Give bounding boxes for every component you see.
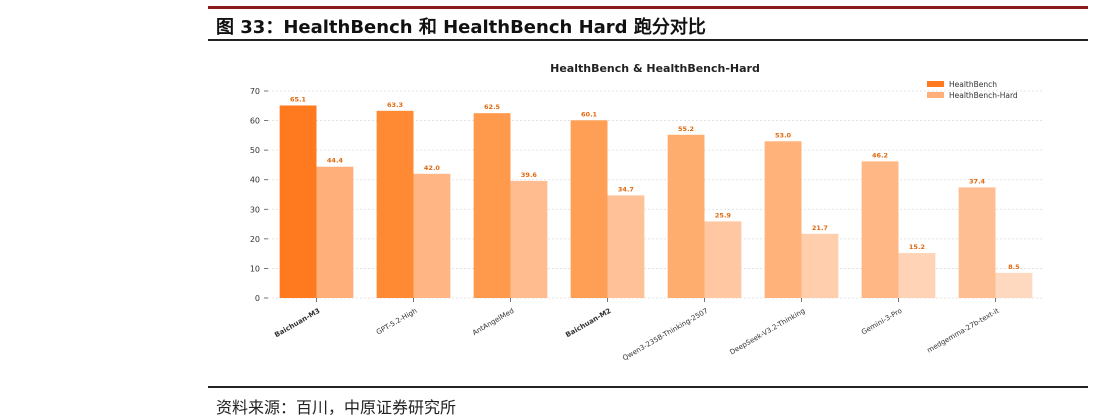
x-tick-label: Baichuan-M2	[564, 307, 612, 340]
healthbench-hard-bar	[607, 195, 645, 298]
x-tick-label: GPT-5.2-High	[375, 307, 418, 337]
y-tick-label: 20	[250, 235, 260, 244]
healthbench-bar	[376, 110, 414, 298]
data-label: 34.7	[618, 185, 634, 193]
y-tick-label: 40	[250, 176, 260, 185]
bars: 65.1 44.4 63.3 42.0 62.5 39.6 60.1 34.7 55.2 25.9…	[279, 95, 1033, 298]
chart-title: HealthBench & HealthBench-Hard	[550, 62, 760, 75]
healthbench-bar-chart: HealthBench & HealthBench-Hard 0 10 20 30 40…	[250, 62, 1044, 363]
data-label: 55.2	[678, 125, 694, 133]
healthbench-bar	[279, 105, 317, 298]
data-label: 25.9	[715, 211, 732, 219]
legend-label: HealthBench-Hard	[949, 91, 1018, 100]
data-label: 46.2	[872, 151, 888, 159]
bottom-divider	[208, 386, 1088, 388]
y-tick-label: 60	[250, 117, 260, 126]
data-label: 39.6	[521, 171, 538, 179]
data-label: 53.0	[775, 131, 792, 139]
healthbench-bar	[958, 187, 996, 298]
legend-label: HealthBench	[949, 80, 997, 89]
data-label: 8.5	[1008, 263, 1020, 271]
data-label: 42.0	[424, 164, 441, 172]
data-label: 44.4	[327, 157, 344, 165]
figure-title: 图 33：HealthBench 和 HealthBench Hard 跑分对比	[216, 17, 706, 38]
healthbench-bar	[667, 134, 705, 298]
healthbench-hard-bar	[898, 253, 936, 298]
x-axis: Baichuan-M3 GPT-5.2-High AntAngelMed Baichu…	[273, 298, 1001, 363]
y-tick-label: 50	[250, 146, 260, 155]
y-axis: 0 10 20 30 40 50 60 70	[250, 87, 268, 303]
healthbench-bar	[570, 120, 608, 298]
top-accent-rule	[208, 6, 1088, 9]
x-tick-label: Qwen3-235B-Thinking-2507	[621, 307, 709, 363]
healthbench-hard-bar	[413, 173, 451, 298]
legend-swatch	[927, 81, 944, 87]
source-note: 资料来源：百川，中原证券研究所	[216, 398, 457, 417]
x-tick-label: DeepSeek-V3.2-Thinking	[728, 307, 806, 357]
legend-swatch	[927, 92, 944, 98]
x-tick-label: AntAngelMed	[471, 307, 515, 337]
data-label: 60.1	[581, 110, 598, 118]
y-tick-label: 30	[250, 205, 260, 214]
y-tick-label: 70	[250, 87, 260, 96]
data-label: 65.1	[290, 95, 307, 103]
x-tick-label: Gemini-3-Pro	[860, 307, 903, 337]
data-label: 21.7	[812, 224, 828, 232]
healthbench-hard-bar	[995, 272, 1033, 298]
healthbench-bar	[473, 113, 511, 298]
data-label: 63.3	[387, 101, 403, 109]
healthbench-hard-bar	[704, 221, 742, 298]
healthbench-bar	[861, 161, 899, 298]
y-tick-label: 0	[255, 294, 260, 303]
healthbench-hard-bar	[510, 180, 548, 298]
y-tick-label: 10	[250, 264, 260, 273]
x-tick-label: Baichuan-M3	[273, 307, 321, 340]
x-tick-label: medgemma-27b-text-it	[926, 307, 1001, 355]
healthbench-hard-bar	[801, 233, 839, 298]
data-label: 37.4	[969, 177, 986, 185]
healthbench-bar	[764, 141, 802, 298]
data-label: 62.5	[484, 103, 501, 111]
data-label: 15.2	[909, 243, 925, 251]
healthbench-hard-bar	[316, 166, 354, 298]
legend: HealthBench HealthBench-Hard	[927, 80, 1018, 100]
title-divider	[208, 39, 1088, 41]
